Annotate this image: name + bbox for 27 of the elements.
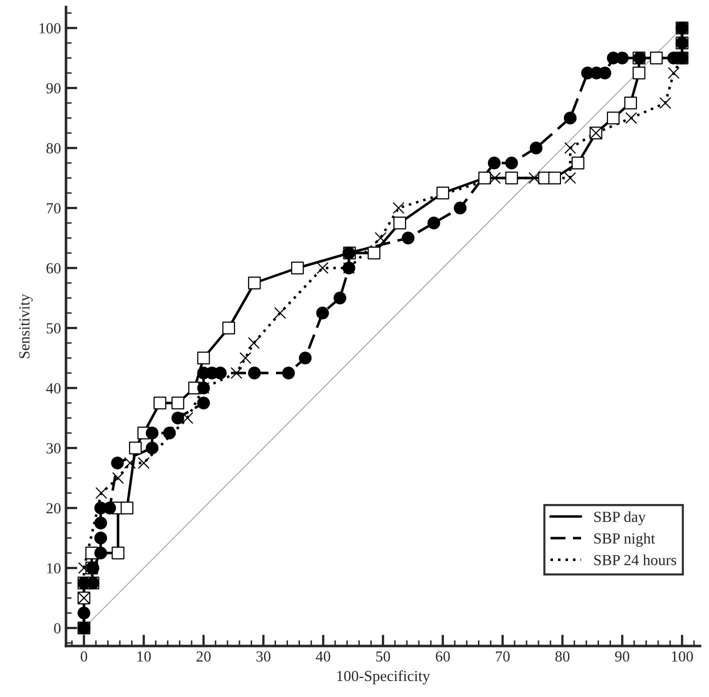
- x-tick-label: 10: [137, 651, 151, 662]
- y-tick-label: 0: [54, 623, 61, 634]
- legend-label: SBP night: [594, 532, 656, 547]
- x-axis-title: 100-Specificity: [337, 670, 430, 684]
- y-tick-label: 20: [46, 503, 61, 514]
- y-tick-label: 10: [47, 563, 61, 574]
- y-tick-label: 60: [46, 263, 61, 274]
- legend-label: SBP day: [594, 511, 646, 526]
- x-tick-label: 100: [672, 651, 693, 662]
- legend-label: SBP 24 hours: [594, 554, 676, 566]
- x-tick-label: 80: [555, 651, 570, 662]
- x-tick-label: 30: [256, 651, 270, 662]
- x-tick-label: 50: [376, 651, 390, 662]
- x-tick-label: 20: [196, 651, 211, 662]
- x-tick-label: 70: [496, 651, 510, 662]
- x-tick-label: 90: [615, 651, 630, 662]
- y-tick-label: 80: [46, 143, 61, 154]
- x-tick-label: 0: [80, 651, 88, 662]
- y-axis-title: Sensitivity: [19, 294, 33, 358]
- y-tick-label: 70: [46, 203, 61, 214]
- y-tick-label: 50: [46, 323, 61, 334]
- y-tick-label: 30: [46, 443, 61, 454]
- y-tick-label: 100: [40, 23, 61, 34]
- y-tick-label: 40: [46, 383, 61, 394]
- x-tick-label: 40: [316, 651, 330, 662]
- x-tick-label: 60: [436, 651, 450, 662]
- y-tick-label: 90: [46, 83, 61, 94]
